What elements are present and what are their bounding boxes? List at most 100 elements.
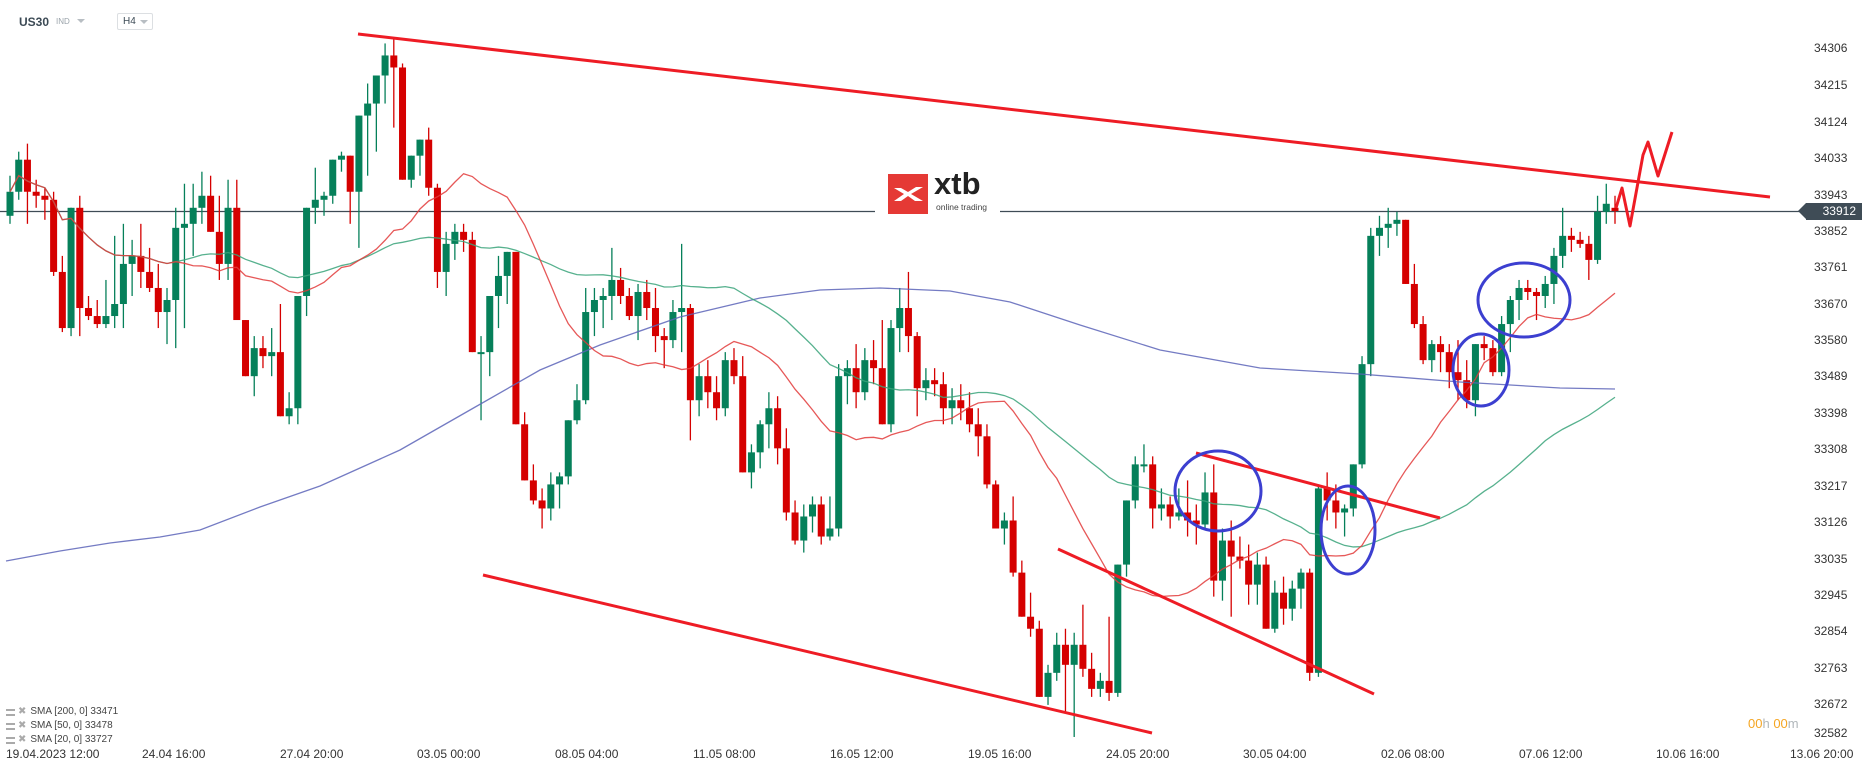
candle-body <box>1140 464 1148 467</box>
candle-body <box>1341 508 1349 513</box>
candle-body <box>1157 504 1165 509</box>
trendline[interactable] <box>482 573 1153 735</box>
candle-body <box>1480 344 1488 349</box>
timeframe-selector[interactable]: H4 <box>117 13 153 30</box>
price-tick-label: 34033 <box>1814 151 1848 165</box>
close-icon[interactable]: ✖ <box>18 706 27 717</box>
candle-body <box>852 368 860 393</box>
candle-body <box>913 336 921 389</box>
time-tick-label: 27.04 20:00 <box>280 747 344 761</box>
candle-body <box>1018 572 1026 617</box>
candle-body <box>1245 560 1253 585</box>
candle-body <box>800 516 808 541</box>
candle-body <box>399 67 407 180</box>
annotation-circle[interactable] <box>1476 261 1572 339</box>
price-tick-label: 33580 <box>1814 333 1848 347</box>
close-icon[interactable]: ✖ <box>18 734 27 745</box>
candle-body <box>1027 616 1035 629</box>
candle-body <box>564 420 572 477</box>
candle-body <box>730 360 738 377</box>
candle-body <box>320 195 328 200</box>
candle-body <box>1114 564 1122 693</box>
time-tick-label: 19.04.2023 12:00 <box>6 747 100 761</box>
symbol-dropdown-chevron-icon[interactable] <box>77 19 85 23</box>
candle-body <box>1280 592 1288 609</box>
candle-body <box>1576 239 1584 244</box>
candle-body <box>93 316 101 325</box>
candle-body <box>85 308 93 317</box>
candle-body <box>119 263 127 305</box>
candle-body <box>1123 500 1131 565</box>
candle-body <box>407 155 415 180</box>
trendline[interactable] <box>1057 547 1375 696</box>
candle-body <box>189 207 197 224</box>
time-tick-label: 13.06 20:00 <box>1790 747 1854 761</box>
candle-body <box>1166 504 1174 517</box>
candle-body <box>1602 203 1610 212</box>
candle-body <box>922 380 930 389</box>
price-tick-label: 33670 <box>1814 297 1848 311</box>
candle-body <box>337 155 345 160</box>
candle-body <box>329 159 337 196</box>
settings-icon[interactable] <box>6 722 15 730</box>
candle-body <box>1061 644 1069 665</box>
candle-body <box>425 139 433 188</box>
candle-body <box>651 308 659 337</box>
settings-icon[interactable] <box>6 708 15 716</box>
candle-body <box>1402 219 1410 284</box>
candle-body <box>433 187 441 272</box>
legend-label: SMA [20, 0] 33727 <box>30 734 113 745</box>
candle-body <box>23 159 31 192</box>
candle-body <box>1393 219 1401 224</box>
time-tick-label: 03.05 00:00 <box>417 747 481 761</box>
candle-countdown-timer: 00h 00m <box>1748 716 1799 731</box>
candle-body <box>346 155 354 192</box>
candle-body <box>957 400 965 409</box>
candle-body <box>1428 344 1436 361</box>
price-tick-label: 33489 <box>1814 369 1848 383</box>
annotation-circle[interactable] <box>1451 332 1511 408</box>
candle-body <box>931 380 939 385</box>
time-tick-label: 24.05 20:00 <box>1106 747 1170 761</box>
price-tick-label: 33943 <box>1814 188 1848 202</box>
candle-body <box>573 400 581 421</box>
candle-body <box>41 195 49 200</box>
price-tick-label: 33398 <box>1814 406 1848 420</box>
candle-body <box>494 275 502 296</box>
sma50-line <box>9 174 1616 548</box>
candle-body <box>102 316 110 325</box>
annotation-circle[interactable] <box>1173 449 1263 533</box>
annotation-circle[interactable] <box>1319 484 1377 576</box>
trendline[interactable] <box>357 32 1771 199</box>
close-icon[interactable]: ✖ <box>18 720 27 731</box>
price-tick-label: 33217 <box>1814 479 1848 493</box>
candle-body <box>861 360 869 393</box>
settings-icon[interactable] <box>6 736 15 744</box>
forecast-zigzag[interactable] <box>1614 131 1674 228</box>
candle-body <box>1515 287 1523 300</box>
candle-body <box>590 299 598 313</box>
candle-body <box>442 243 450 272</box>
candle-body <box>704 376 712 393</box>
trendline[interactable] <box>1195 451 1441 520</box>
candle-body <box>1105 680 1113 693</box>
candle-body <box>634 291 642 317</box>
candle-body <box>939 384 947 409</box>
candle-body <box>983 436 991 485</box>
price-tick-label: 32672 <box>1814 697 1848 711</box>
candle-body <box>285 408 293 417</box>
candle-body <box>538 500 546 509</box>
candle-body <box>1594 211 1602 260</box>
candle-body <box>1009 520 1017 573</box>
candle-body <box>58 271 66 329</box>
candle-body <box>1506 299 1514 325</box>
chevron-down-icon <box>140 20 148 24</box>
candle-body <box>172 227 180 300</box>
candle-body <box>6 191 14 216</box>
candle-body <box>1271 592 1279 629</box>
candle-body <box>1332 500 1340 513</box>
candle-body <box>486 295 494 353</box>
symbol-name[interactable]: US30 <box>19 15 50 29</box>
